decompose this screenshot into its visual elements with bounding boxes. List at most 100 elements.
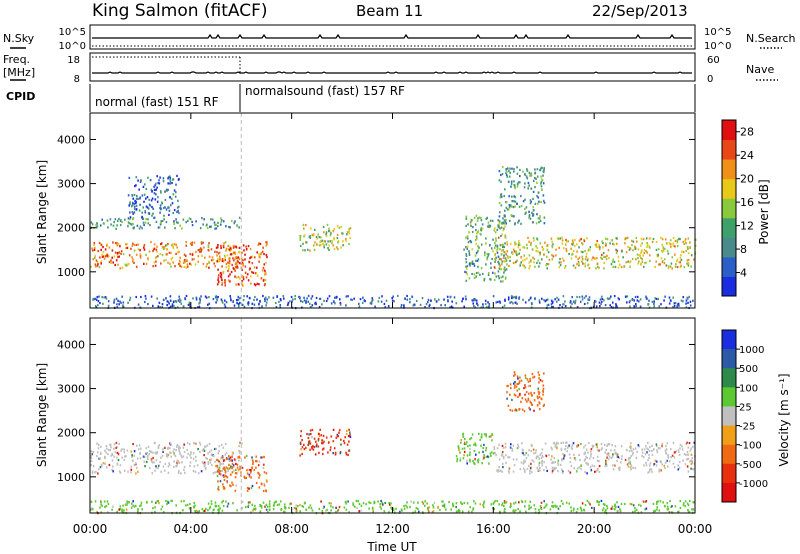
power-cell: [266, 256, 268, 259]
power-cell: [506, 241, 508, 244]
velocity-cell: [529, 467, 532, 470]
velocity-cell: [207, 461, 209, 464]
power-cell: [512, 206, 515, 209]
velocity-cell: [505, 461, 507, 464]
power-cell: [341, 232, 344, 235]
power-cell: [658, 263, 660, 266]
power-cell: [161, 254, 164, 257]
power-cell: [99, 256, 101, 259]
power-cell: [258, 283, 260, 286]
power-cell: [519, 263, 522, 266]
velocity-cell: [502, 455, 505, 458]
power-cell: [121, 220, 123, 224]
power-cell: [465, 253, 467, 256]
velocity-cell: [562, 470, 564, 473]
velocity-cell: [540, 507, 543, 510]
power-cell: [511, 167, 513, 170]
power-cell: [301, 300, 304, 303]
power-cell: [510, 204, 512, 207]
power-cell: [511, 251, 513, 254]
power-cell: [649, 237, 652, 240]
velocity-cell: [377, 500, 379, 503]
velocity-cell: [647, 459, 649, 462]
power-cell: [134, 185, 136, 188]
power-cell: [505, 170, 508, 174]
velocity-cell: [151, 460, 153, 463]
power-cell: [115, 297, 118, 300]
velocity-cell: [460, 501, 462, 504]
power-cell: [509, 301, 511, 304]
power-cell: [596, 245, 598, 248]
power-cell: [533, 257, 536, 261]
velocity-cell: [295, 507, 298, 510]
velocity-cell: [544, 505, 547, 508]
power-cell: [564, 266, 566, 270]
power-cell: [514, 243, 516, 246]
power-cell: [186, 265, 189, 268]
velocity-cell: [492, 452, 495, 455]
power-cell: [660, 236, 662, 239]
velocity-cell: [151, 472, 154, 475]
power-cell: [601, 297, 604, 301]
velocity-cell: [538, 391, 541, 394]
velocity-cell: [496, 447, 499, 450]
power-cell: [512, 302, 514, 305]
power-cell: [190, 263, 192, 266]
power-cell: [495, 275, 498, 278]
power-cell: [476, 231, 479, 234]
velocity-cell: [300, 434, 302, 438]
velocity-colorbar-swatch: [722, 482, 736, 503]
power-cell: [520, 256, 522, 259]
velocity-cell: [145, 452, 147, 455]
power-cell: [258, 242, 260, 245]
velocity-cell: [530, 471, 533, 474]
power-cell: [565, 240, 568, 243]
velocity-cell: [533, 375, 536, 378]
power-cell: [584, 249, 586, 253]
power-cell: [661, 250, 664, 253]
power-cell: [674, 301, 677, 305]
power-cell: [555, 248, 557, 251]
power-cell: [90, 221, 93, 224]
power-cell: [348, 232, 351, 235]
power-cell: [147, 303, 149, 306]
power-cell: [311, 233, 314, 237]
velocity-cell: [340, 443, 342, 446]
velocity-cell: [561, 459, 563, 462]
velocity-cell: [355, 499, 358, 503]
power-cell: [113, 221, 115, 224]
velocity-cell: [567, 469, 570, 472]
velocity-cell: [524, 398, 527, 401]
power-cell: [241, 303, 243, 306]
power-cell: [542, 248, 544, 251]
velocity-cell: [233, 465, 235, 468]
velocity-cell: [466, 441, 468, 444]
power-cell: [475, 214, 478, 217]
velocity-cell: [273, 504, 275, 507]
power-cell: [132, 197, 134, 200]
power-cell: [160, 243, 162, 246]
power-cell: [683, 266, 686, 269]
velocity-cell: [475, 444, 477, 447]
power-cell: [232, 300, 234, 303]
power-cell: [503, 219, 506, 222]
velocity-cell: [184, 504, 187, 507]
power-cell: [276, 295, 278, 298]
power-cell: [543, 216, 546, 219]
velocity-cell: [510, 504, 512, 507]
velocity-cell: [268, 502, 271, 506]
power-cell: [217, 276, 220, 279]
velocity-cell: [400, 508, 403, 511]
velocity-cell: [537, 371, 540, 374]
velocity-cell: [97, 451, 99, 454]
power-cell: [238, 257, 240, 260]
velocity-cell: [557, 507, 560, 510]
power-cell: [471, 219, 473, 222]
power-cell: [559, 304, 561, 307]
power-cell: [684, 239, 686, 242]
power-cell: [323, 246, 325, 249]
power-cell: [106, 244, 108, 247]
velocity-cell: [265, 490, 267, 493]
power-cell: [318, 236, 321, 239]
power-cell: [485, 242, 487, 245]
